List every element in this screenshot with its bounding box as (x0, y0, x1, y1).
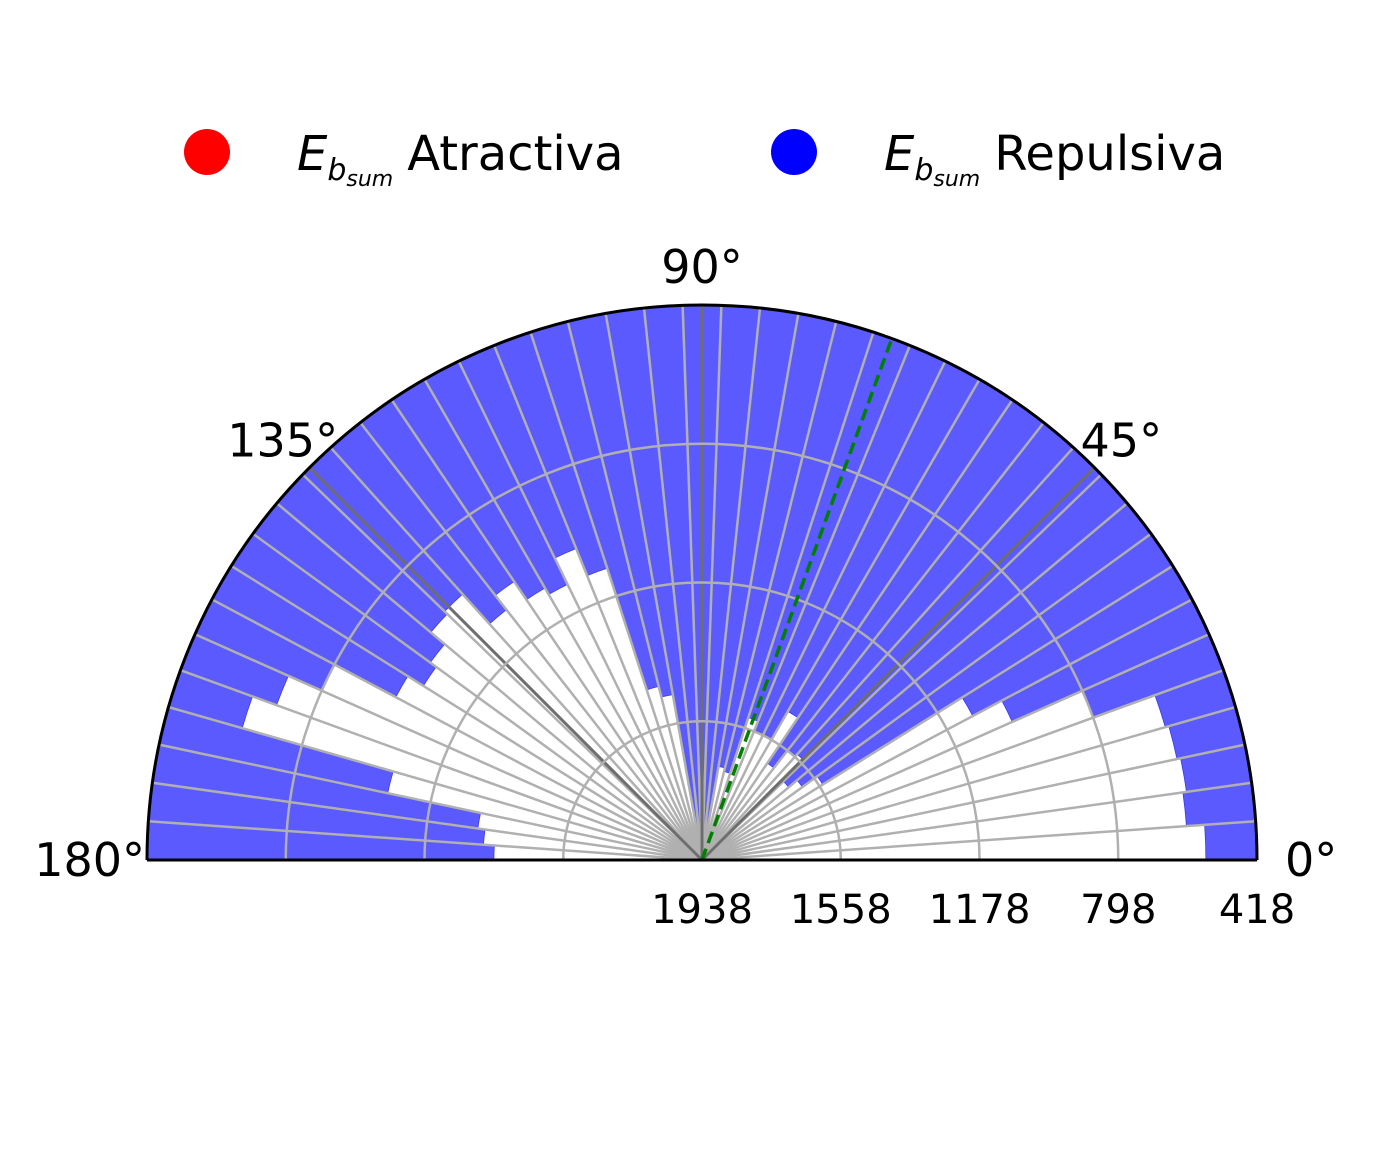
legend: Ebsum Atractiva Ebsum Repulsiva (184, 126, 1225, 192)
grid-arc (284, 442, 1120, 861)
frame-group (145, 303, 1259, 862)
reference-line-group (700, 337, 894, 861)
radial-labels: 1938 1558 1178 798 418 (651, 887, 1295, 933)
radial-tick-label: 1558 (790, 887, 892, 933)
angle-label: 90° (661, 240, 743, 294)
reference-line (700, 337, 894, 861)
grid-arc (423, 581, 981, 861)
radial-tick-label: 1178 (929, 887, 1031, 933)
grid-arc (562, 720, 842, 861)
bar (1204, 820, 1258, 861)
angle-label: 45° (1081, 414, 1163, 468)
angle-label: 180° (34, 833, 145, 887)
angle-label: 135° (227, 414, 338, 468)
legend-label-atractiva: Ebsum Atractiva (297, 126, 624, 192)
radial-tick-label: 798 (1080, 887, 1156, 933)
angle-label: 0° (1285, 833, 1337, 887)
legend-label-repulsiva: Ebsum Repulsiva (884, 126, 1225, 192)
legend-marker-repulsiva (771, 129, 817, 175)
grid-group (148, 305, 1256, 862)
legend-marker-atractiva (184, 129, 230, 175)
radial-tick-label: 1938 (651, 887, 753, 933)
angle-labels: 0° 45° 90° 135° 180° (34, 240, 1337, 887)
radial-tick-label: 418 (1219, 887, 1295, 933)
outer-arc (145, 303, 1259, 861)
